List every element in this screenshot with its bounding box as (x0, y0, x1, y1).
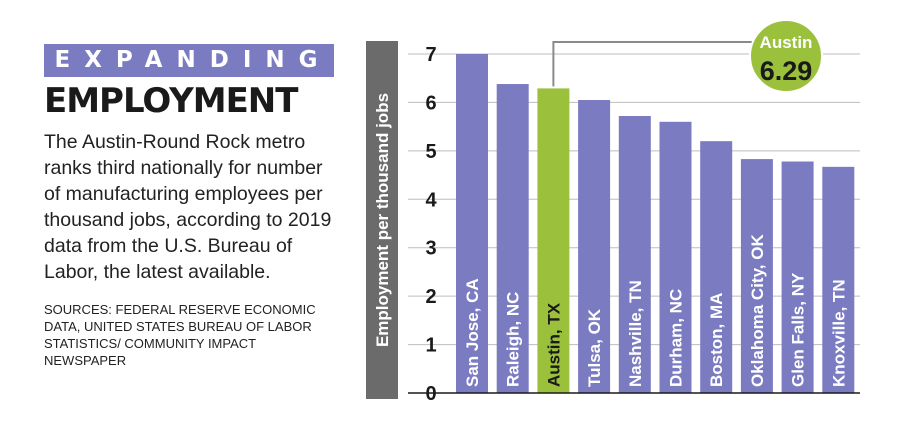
headline: EMPLOYMENT (44, 81, 298, 121)
bar-category-label: Raleigh, NC (504, 292, 523, 387)
callout-bubble (749, 19, 823, 93)
callout-label: Austin (760, 33, 813, 52)
bar (700, 141, 733, 393)
bar-category-label: Oklahoma City, OK (748, 234, 767, 387)
bar (456, 54, 488, 393)
y-tick-label: 5 (425, 141, 436, 163)
bar (781, 161, 814, 393)
bar (537, 88, 570, 394)
bar (822, 166, 855, 393)
y-tick-label: 7 (425, 44, 436, 66)
bar-category-label: Glen Falls, NY (789, 272, 808, 387)
kicker-banner: EXPANDING (44, 44, 334, 77)
bar-category-label: Boston, MA (707, 293, 726, 387)
bar (578, 100, 611, 393)
y-tick-label: 0 (425, 383, 436, 405)
callout-leader-line (552, 41, 758, 87)
y-tick-label: 3 (425, 238, 436, 260)
intro-panel: EXPANDING EMPLOYMENT The Austin-Round Ro… (44, 44, 344, 369)
callout-value: 6.29 (760, 56, 813, 86)
bar-category-label: Nashville, TN (626, 280, 645, 387)
bar-category-label: Austin, TX (544, 302, 563, 387)
bar (740, 159, 773, 393)
y-tick-label: 4 (425, 189, 437, 211)
bar-category-label: Knoxville, TN (829, 279, 848, 387)
bar (496, 84, 529, 394)
y-tick-label: 1 (425, 335, 436, 357)
y-tick-label: 2 (425, 286, 436, 308)
bar (618, 115, 651, 393)
y-axis-label-band (366, 41, 398, 399)
bar-category-label: Tulsa, OK (585, 308, 604, 387)
y-axis-title: Employment per thousand jobs (373, 93, 392, 347)
y-tick-label: 6 (425, 92, 436, 114)
bar-category-label: San Jose, CA (463, 278, 482, 387)
description-text: The Austin-Round Rock metro ranks third … (44, 131, 332, 283)
bar-category-label: Durham, NC (667, 289, 686, 387)
sources-text: SOURCES: FEDERAL RESERVE ECONOMIC DATA, … (44, 302, 316, 368)
bar (659, 121, 692, 394)
